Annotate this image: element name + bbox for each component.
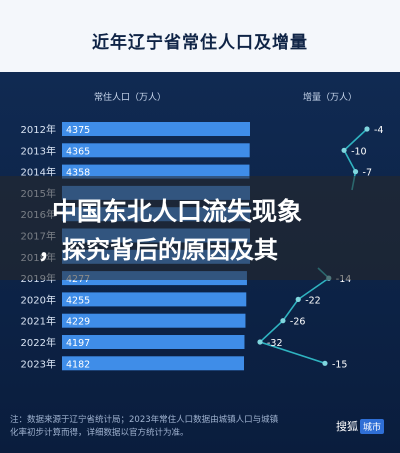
bar-value-label: 4365 (66, 146, 90, 157)
year-label: 2023年 (21, 357, 56, 370)
increment-marker (352, 169, 359, 175)
increment-value-label: -7 (363, 168, 372, 179)
increment-marker (341, 147, 347, 153)
increment-value-label: -32 (267, 338, 283, 349)
bar-value-label: 4229 (66, 317, 90, 328)
title-band (0, 0, 400, 72)
bar-column-header: 常住人口（万人） (94, 91, 166, 103)
bar-value-label: 4358 (66, 168, 90, 179)
increment-marker (280, 318, 286, 324)
chart-title: 近年辽宁省常住人口及增量 (92, 33, 308, 53)
headline-line-1: 中国东北人口流失现象 (52, 197, 303, 226)
bar-value-label: 4197 (66, 338, 90, 349)
increment-value-label: -4 (374, 125, 383, 136)
bar-value-label: 4255 (66, 295, 90, 306)
population-bar (62, 164, 250, 179)
bar-value-label: 4375 (66, 125, 90, 136)
watermark-brand: 搜狐 (336, 420, 358, 433)
population-bar (62, 143, 250, 158)
line-column-header: 增量（万人） (303, 91, 357, 103)
headline-overlay (0, 176, 400, 280)
watermark-tag: 城市 (360, 419, 385, 434)
watermark: 搜狐 城市 (336, 418, 385, 434)
year-label: 2022年 (21, 336, 56, 349)
population-bar (62, 335, 245, 349)
population-bar (62, 292, 247, 307)
year-label: 2020年 (21, 293, 56, 306)
bar-value-label: 4182 (66, 359, 90, 370)
increment-marker (364, 126, 370, 132)
increment-value-label: -10 (351, 146, 367, 157)
increment-marker (257, 339, 263, 345)
population-bar (62, 313, 246, 328)
population-bar (62, 122, 250, 136)
footnote: 注：数据来源于辽宁省统计局；2023年常住人口数据由城镇人口与城镇化率初步计算而… (10, 415, 279, 438)
increment-value-label: -15 (332, 359, 348, 370)
year-label: 2014年 (21, 166, 56, 179)
headline-line-2: ，探究背后的原因及其 (38, 236, 278, 264)
increment-marker (322, 360, 328, 366)
year-label: 2012年 (21, 123, 56, 136)
increment-marker (295, 296, 301, 302)
year-label: 2021年 (21, 315, 56, 328)
increment-value-label: -22 (305, 295, 321, 306)
year-label: 2013年 (21, 144, 56, 157)
increment-value-label: -26 (290, 317, 306, 328)
population-bar (62, 356, 244, 371)
